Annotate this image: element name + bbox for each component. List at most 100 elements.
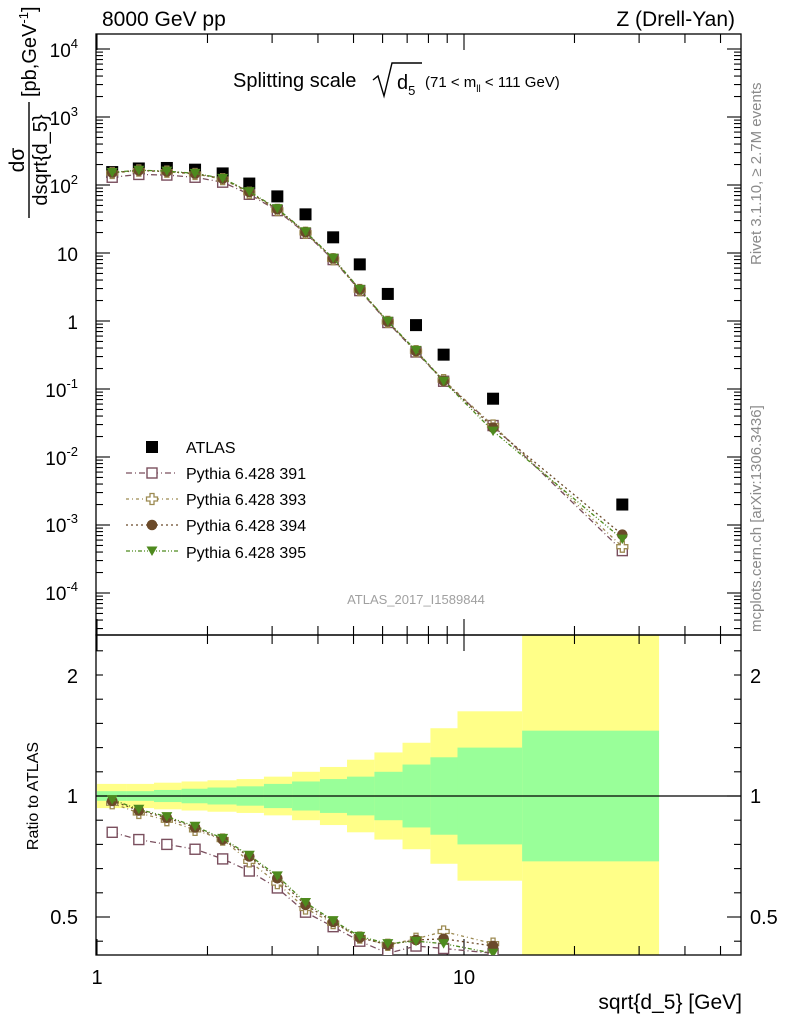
ratio-tick-label-right: 2 — [750, 666, 761, 688]
data-point — [616, 534, 628, 545]
y-axis-label: dσ dsqrt{d_5} [pb,GeV-1] — [6, 6, 52, 218]
legend-symbol — [145, 492, 159, 506]
ratio-tick-labels: 0.5 1 2 0.5 1 2 — [50, 666, 778, 929]
data-point — [106, 167, 118, 178]
data-point — [438, 376, 450, 387]
data-point — [437, 348, 450, 361]
ratio-point — [217, 833, 229, 844]
legend-label: Pythia 6.428 394 — [186, 518, 306, 535]
ratio-axis-ticks — [96, 650, 741, 942]
legend-entry-391: Pythia 6.428 391 — [126, 466, 306, 483]
ratio-point — [382, 939, 394, 949]
ratio-point — [161, 812, 173, 822]
y-tick-label: 10-4 — [45, 579, 78, 605]
ratio-point — [300, 897, 312, 908]
data-point — [410, 319, 423, 332]
legend-marker — [126, 519, 178, 531]
y-tick-label: 102 — [50, 172, 78, 198]
data-point — [616, 498, 629, 511]
rivet-label: Rivet 3.1.10, ≥ 2.7M events — [748, 83, 765, 266]
ratio-tick-label-left: 0.5 — [50, 907, 78, 929]
y-tick-label: 10-2 — [45, 444, 78, 470]
legend-symbol — [146, 441, 158, 453]
legend-marker — [146, 441, 158, 453]
main-axis-ticks — [96, 48, 741, 630]
ratio-point — [327, 916, 339, 926]
y-tick-label: 10-1 — [45, 376, 78, 402]
ratio-point — [243, 865, 255, 877]
data-point — [271, 204, 283, 214]
title-symbol: d5 — [397, 72, 415, 98]
data-point — [327, 253, 339, 264]
ratio-point — [106, 826, 118, 838]
series-line — [112, 169, 623, 540]
data-point — [354, 284, 366, 295]
ratio-point — [243, 850, 255, 861]
ratio-axis-label: Ratio to ATLAS — [25, 742, 42, 850]
y-label-units: [pb,GeV-1] — [16, 6, 41, 97]
ratio-point — [354, 931, 366, 942]
data-point — [271, 190, 284, 203]
x-tick-label: 1 — [91, 967, 102, 989]
ratio-point — [133, 804, 145, 815]
data-point — [243, 187, 255, 197]
legend-label: Pythia 6.428 395 — [186, 545, 306, 562]
ratio-point — [487, 948, 499, 955]
main-series — [106, 161, 629, 557]
ratio-tick-label-right: 0.5 — [750, 907, 778, 929]
legend-marker — [126, 492, 178, 506]
ratio-point — [161, 838, 173, 851]
y-tick-label: 10-3 — [45, 511, 78, 537]
ratio-point — [189, 821, 201, 832]
ratio-tick-label-right: 1 — [750, 786, 761, 808]
legend-label: Pythia 6.428 393 — [186, 492, 306, 509]
ratio-point — [216, 853, 229, 865]
x-axis-ticks — [96, 34, 722, 955]
process-label: Z (Drell-Yan) — [616, 8, 735, 31]
ratio-point — [189, 843, 201, 855]
legend-marker — [126, 546, 178, 556]
ratio-point — [438, 939, 450, 949]
data-point — [189, 168, 201, 179]
ratio-series — [106, 795, 500, 955]
data-point — [299, 208, 312, 221]
legend-entry-atlas: ATLAS — [146, 440, 236, 457]
legend-entry-393: Pythia 6.428 393 — [126, 492, 306, 509]
data-point — [410, 345, 422, 356]
data-point — [243, 177, 256, 190]
legend: ATLAS Pythia 6.428 391 Pythia 6.428 393 … — [126, 440, 306, 562]
legend-symbol — [146, 519, 158, 531]
sqrt-symbol-icon — [372, 62, 422, 99]
y-tick-labels: 10-4 10-3 10-2 10-1 1 10 102 103 104 — [45, 36, 78, 605]
data-point — [353, 258, 366, 271]
legend-marker — [126, 467, 178, 479]
legend-entry-395: Pythia 6.428 395 — [126, 545, 306, 562]
energy-label: 8000 GeV pp — [102, 8, 226, 31]
data-point — [217, 173, 229, 184]
title-cut: (71 < mll < 111 GeV) — [425, 74, 560, 95]
ratio-series-line — [111, 798, 494, 954]
data-point — [382, 316, 394, 327]
legend-entry-394: Pythia 6.428 394 — [126, 518, 306, 535]
legend-symbol — [146, 546, 158, 556]
plot-title-text: Splitting scale — [233, 70, 356, 92]
legend-symbol — [146, 467, 158, 479]
ratio-point — [133, 833, 145, 846]
series-line — [112, 169, 623, 548]
data-point — [300, 227, 312, 237]
ratio-point — [271, 871, 283, 881]
ratio-point — [106, 795, 118, 805]
legend-label: Pythia 6.428 391 — [186, 466, 306, 483]
ratio-panel-frame — [95, 634, 742, 956]
ratio-tick-label-left: 1 — [67, 786, 78, 808]
data-point — [381, 287, 394, 300]
y-label-denominator: dsqrt{d_5} — [30, 114, 52, 206]
data-point — [616, 540, 629, 553]
analysis-id: ATLAS_2017_I1589844 — [347, 592, 485, 607]
data-point — [487, 426, 499, 437]
y-label-numerator: dσ — [6, 148, 29, 173]
y-tick-label: 104 — [50, 36, 78, 62]
data-point — [327, 231, 340, 244]
legend-label: ATLAS — [186, 440, 236, 457]
